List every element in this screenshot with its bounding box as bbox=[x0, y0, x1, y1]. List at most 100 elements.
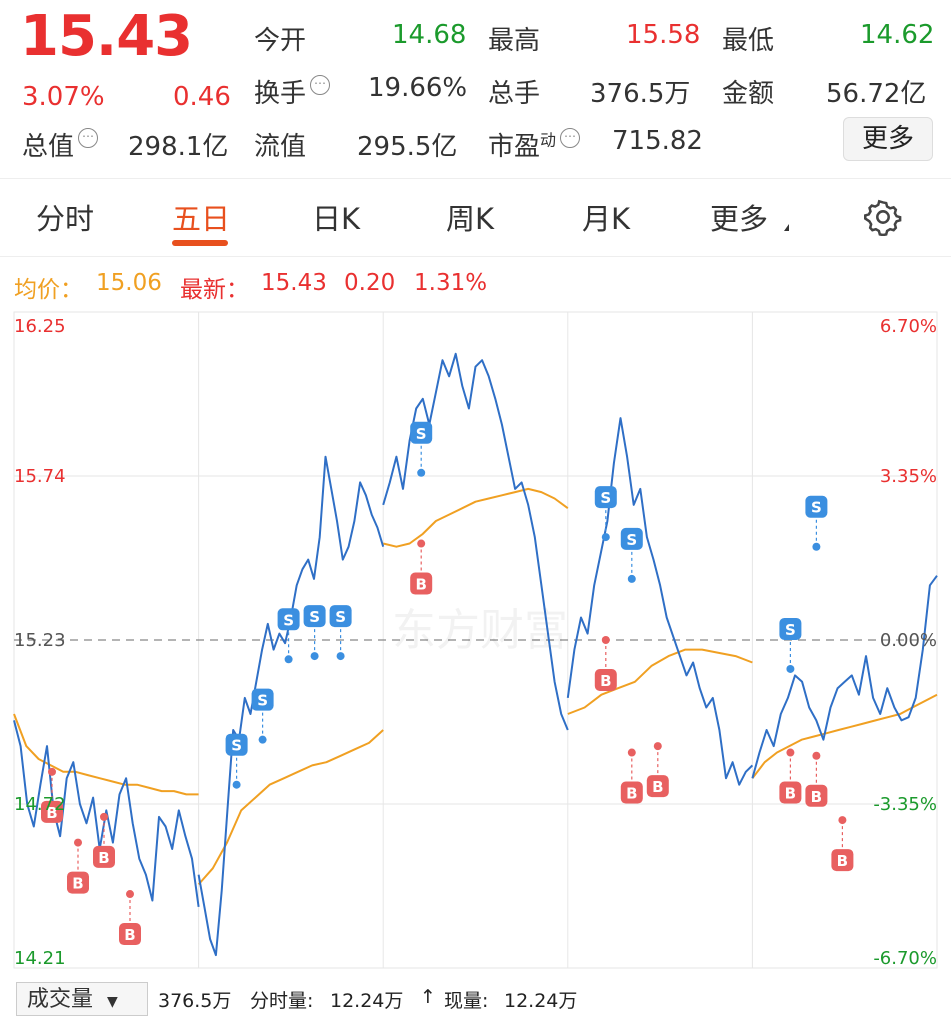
signal-label: S bbox=[231, 737, 242, 755]
high-label: 最高 bbox=[488, 26, 541, 56]
signal-dot bbox=[812, 542, 821, 551]
tab-more[interactable]: 更多 bbox=[710, 202, 769, 236]
more-button[interactable]: 更多 bbox=[843, 117, 933, 161]
latest-percent: 1.31% bbox=[414, 270, 488, 296]
average-line bbox=[197, 729, 384, 886]
signal-dot bbox=[653, 742, 662, 751]
signal-dot bbox=[786, 664, 795, 673]
y-right-tick-label: 3.35% bbox=[880, 466, 937, 487]
signal-label: B bbox=[124, 926, 135, 944]
signal-dot bbox=[258, 735, 267, 744]
sell-badge bbox=[410, 421, 433, 444]
current-volume-value: 12.24万 bbox=[504, 990, 578, 1012]
signal-label: S bbox=[257, 692, 268, 710]
buy-badge bbox=[41, 800, 63, 823]
tab-monthly-k[interactable]: 月K bbox=[582, 202, 631, 236]
turnover-value: 19.66% bbox=[368, 73, 468, 103]
signal-label: B bbox=[600, 672, 611, 690]
active-tab-indicator bbox=[172, 240, 228, 246]
signal-dot bbox=[417, 539, 426, 548]
signal-label: B bbox=[626, 785, 637, 803]
open-value: 14.68 bbox=[392, 20, 467, 50]
current-volume-label: 现量: bbox=[444, 990, 489, 1012]
period-volume-value: 12.24万 bbox=[330, 990, 404, 1012]
signal-dot bbox=[284, 655, 293, 664]
y-left-tick-label: 14.72 bbox=[14, 794, 66, 815]
float-label: 流值 bbox=[254, 132, 307, 162]
sell-badge bbox=[303, 605, 326, 628]
y-left-tick-label: 15.74 bbox=[14, 466, 66, 487]
indicator-select[interactable]: 成交量 ▼ bbox=[16, 982, 148, 1016]
tab-intraday[interactable]: 分时 bbox=[36, 202, 95, 236]
sell-badge bbox=[329, 605, 352, 628]
signal-dot bbox=[336, 652, 345, 661]
dropdown-triangle-icon bbox=[784, 224, 789, 231]
up-arrow-icon: ↑ bbox=[420, 986, 436, 1008]
signal-label: S bbox=[785, 621, 796, 639]
signal-label: B bbox=[811, 788, 822, 806]
buy-badge bbox=[779, 781, 802, 804]
signal-dot bbox=[627, 748, 636, 757]
y-right-tick-label: -3.35% bbox=[873, 794, 937, 815]
price-line bbox=[13, 720, 200, 908]
chart-grid bbox=[13, 311, 938, 969]
settings-gear-icon[interactable] bbox=[864, 198, 902, 240]
buy-badge bbox=[831, 849, 854, 872]
signal-label: B bbox=[837, 852, 848, 870]
mktcap-value: 298.1亿 bbox=[128, 132, 229, 162]
avg-price-label: 均价： bbox=[14, 277, 83, 303]
signal-dot bbox=[417, 468, 426, 477]
buy-badge bbox=[646, 775, 669, 798]
low-value: 14.62 bbox=[860, 20, 935, 50]
volume-total: 376.5万 bbox=[158, 990, 232, 1012]
watermark: 东方财富 bbox=[392, 605, 568, 656]
info-icon[interactable]: ⋯ bbox=[78, 128, 99, 148]
signal-dot bbox=[812, 751, 821, 760]
buy-badge bbox=[805, 784, 828, 807]
volume-value: 376.5万 bbox=[590, 79, 691, 109]
y-left-tick-label: 16.25 bbox=[14, 316, 66, 337]
sell-badge bbox=[277, 608, 300, 631]
signal-dot bbox=[100, 812, 108, 821]
low-label: 最低 bbox=[722, 26, 775, 56]
open-label: 今开 bbox=[254, 26, 307, 56]
info-icon[interactable]: ⋯ bbox=[560, 128, 581, 148]
buy-badge bbox=[410, 572, 433, 595]
pe-value: 715.82 bbox=[612, 126, 703, 156]
pe-label[interactable]: 市盈动 ⋯ bbox=[488, 126, 581, 163]
y-left-tick-label: 14.21 bbox=[14, 948, 66, 969]
tab-daily-k[interactable]: 日K bbox=[312, 202, 361, 236]
signal-dot bbox=[601, 533, 610, 542]
signal-dot bbox=[232, 780, 241, 789]
price-line bbox=[382, 352, 569, 731]
signal-label: B bbox=[46, 804, 57, 822]
average-price-lines bbox=[13, 487, 938, 886]
tab-five-day[interactable]: 五日 bbox=[172, 202, 231, 236]
change-percent: 3.07% bbox=[22, 82, 105, 112]
info-icon[interactable]: ⋯ bbox=[310, 75, 331, 95]
signal-dot bbox=[48, 767, 56, 776]
signal-label: S bbox=[335, 608, 346, 626]
buy-badge bbox=[67, 871, 89, 894]
y-right-tick-label: 0.00% bbox=[880, 630, 937, 651]
signal-label: B bbox=[98, 849, 109, 867]
mktcap-label[interactable]: 总值 ⋯ bbox=[22, 126, 99, 163]
average-line bbox=[567, 648, 753, 715]
y-left-tick-label: 15.23 bbox=[14, 630, 66, 651]
signal-label: S bbox=[600, 489, 611, 507]
turnover-label[interactable]: 换手 ⋯ bbox=[254, 73, 331, 110]
buy-badge bbox=[119, 923, 141, 946]
sell-badge bbox=[225, 733, 248, 756]
signal-dot bbox=[627, 574, 636, 583]
signal-dot bbox=[601, 636, 610, 644]
signal-label: S bbox=[811, 499, 822, 517]
tab-weekly-k[interactable]: 周K bbox=[446, 202, 495, 236]
signal-dot bbox=[74, 838, 82, 847]
signal-label: S bbox=[626, 531, 637, 549]
amount-label: 金额 bbox=[722, 79, 775, 109]
pe-superscript: 动 bbox=[540, 130, 557, 150]
signal-label: S bbox=[309, 608, 320, 626]
buy-badge bbox=[594, 669, 617, 691]
